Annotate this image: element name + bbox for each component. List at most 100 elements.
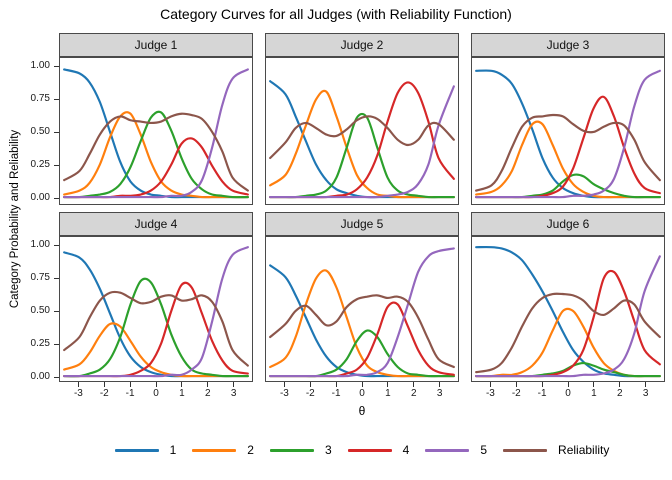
facet-strip-label: Judge 2 xyxy=(340,38,384,52)
legend-item-reliability: Reliability xyxy=(503,443,609,457)
y-tick-label: 0.25 xyxy=(30,159,50,170)
y-tick-label: 0.50 xyxy=(30,305,50,316)
y-tick-label: 0.75 xyxy=(30,272,50,283)
x-tick-label: -3 xyxy=(485,388,495,399)
facet-strip: Judge 2 xyxy=(265,33,459,57)
x-tick-mark xyxy=(489,382,491,387)
x-tick-mark xyxy=(181,382,183,387)
y-tick-label: 0.00 xyxy=(30,371,50,382)
facet-strip-label: Judge 3 xyxy=(546,38,590,52)
y-tick-label: 1.00 xyxy=(30,60,50,71)
x-tick-label: -2 xyxy=(305,388,315,399)
y-tick-mark xyxy=(54,197,59,199)
curve-5 xyxy=(63,68,249,199)
facet-strip-label: Judge 1 xyxy=(134,38,178,52)
curve-reliability xyxy=(475,113,661,192)
x-tick-mark xyxy=(361,382,363,387)
curve-3 xyxy=(63,277,249,378)
x-tick-mark xyxy=(567,382,569,387)
facet-panel xyxy=(265,57,459,205)
facet-panel xyxy=(59,57,253,205)
x-tick-mark xyxy=(541,382,543,387)
curve-reliability xyxy=(475,292,661,374)
x-tick-mark xyxy=(515,382,517,387)
x-tick-label: 1 xyxy=(591,388,597,399)
facet-panel xyxy=(59,236,253,382)
y-tick-mark xyxy=(54,376,59,378)
x-tick-label: 1 xyxy=(385,388,391,399)
legend-line-swatch xyxy=(192,448,237,452)
x-axis-title: θ xyxy=(358,404,366,418)
y-tick-label: 0.25 xyxy=(30,338,50,349)
curve-5 xyxy=(269,85,455,199)
facet-strip-label: Judge 5 xyxy=(340,217,384,231)
x-tick-label: -3 xyxy=(73,388,83,399)
legend-label: 1 xyxy=(169,443,177,457)
legend-line-swatch xyxy=(503,448,548,452)
curve-2 xyxy=(63,111,249,199)
x-tick-mark xyxy=(387,382,389,387)
legend-label: 4 xyxy=(402,443,410,457)
x-tick-mark xyxy=(619,382,621,387)
curve-5 xyxy=(269,247,455,378)
facet-strip: Judge 1 xyxy=(59,33,253,57)
y-tick-mark xyxy=(54,244,59,246)
curve-2 xyxy=(269,89,455,199)
legend-item-5: 5 xyxy=(425,443,487,457)
x-tick-label: 0 xyxy=(153,388,159,399)
curve-4 xyxy=(63,281,249,378)
legend-item-3: 3 xyxy=(269,443,332,457)
curve-3 xyxy=(269,112,455,199)
x-tick-label: 2 xyxy=(204,388,211,399)
y-tick-mark xyxy=(54,277,59,279)
y-tick-label: 0.75 xyxy=(30,93,50,104)
x-tick-label: 3 xyxy=(230,388,237,399)
y-tick-mark xyxy=(54,310,59,312)
curve-reliability xyxy=(63,290,249,367)
curve-4 xyxy=(269,81,455,199)
x-tick-label: 3 xyxy=(436,388,443,399)
x-tick-mark xyxy=(439,382,441,387)
x-tick-mark xyxy=(593,382,595,387)
y-tick-mark xyxy=(54,343,59,345)
legend-line-swatch xyxy=(347,448,392,452)
y-tick-mark xyxy=(54,164,59,166)
y-tick-mark xyxy=(54,65,59,67)
curve-5 xyxy=(63,246,249,378)
chart-title: Category Curves for all Judges (with Rel… xyxy=(160,6,512,22)
x-tick-label: -2 xyxy=(99,388,109,399)
facet-panel xyxy=(471,57,665,205)
legend-item-2: 2 xyxy=(192,443,254,457)
curve-3 xyxy=(63,110,249,199)
legend-line-swatch xyxy=(269,448,314,452)
curve-reliability xyxy=(269,115,455,160)
x-tick-mark xyxy=(413,382,415,387)
x-tick-mark xyxy=(233,382,235,387)
y-tick-label: 0.50 xyxy=(30,126,50,137)
y-tick-label: 0.00 xyxy=(30,192,50,203)
legend-label: 2 xyxy=(247,443,254,457)
x-tick-label: 0 xyxy=(565,388,571,399)
x-tick-mark xyxy=(77,382,79,387)
x-tick-label: -3 xyxy=(279,388,289,399)
facet-panel xyxy=(265,236,459,382)
legend-item-4: 4 xyxy=(347,443,410,457)
curve-5 xyxy=(475,255,661,378)
curve-reliability xyxy=(269,294,455,369)
y-tick-mark xyxy=(54,98,59,100)
curve-reliability xyxy=(63,112,249,192)
x-tick-label: -1 xyxy=(331,388,341,399)
facet-strip: Judge 5 xyxy=(265,212,459,236)
x-tick-mark xyxy=(283,382,285,387)
curve-2 xyxy=(63,322,249,378)
legend-line-swatch xyxy=(114,448,159,452)
curve-1 xyxy=(475,245,661,378)
x-tick-mark xyxy=(103,382,105,387)
x-tick-label: -1 xyxy=(537,388,547,399)
x-tick-label: 0 xyxy=(359,388,365,399)
x-tick-mark xyxy=(207,382,209,387)
curve-4 xyxy=(269,301,455,378)
facet-strip: Judge 6 xyxy=(471,212,665,236)
curve-2 xyxy=(269,269,455,378)
